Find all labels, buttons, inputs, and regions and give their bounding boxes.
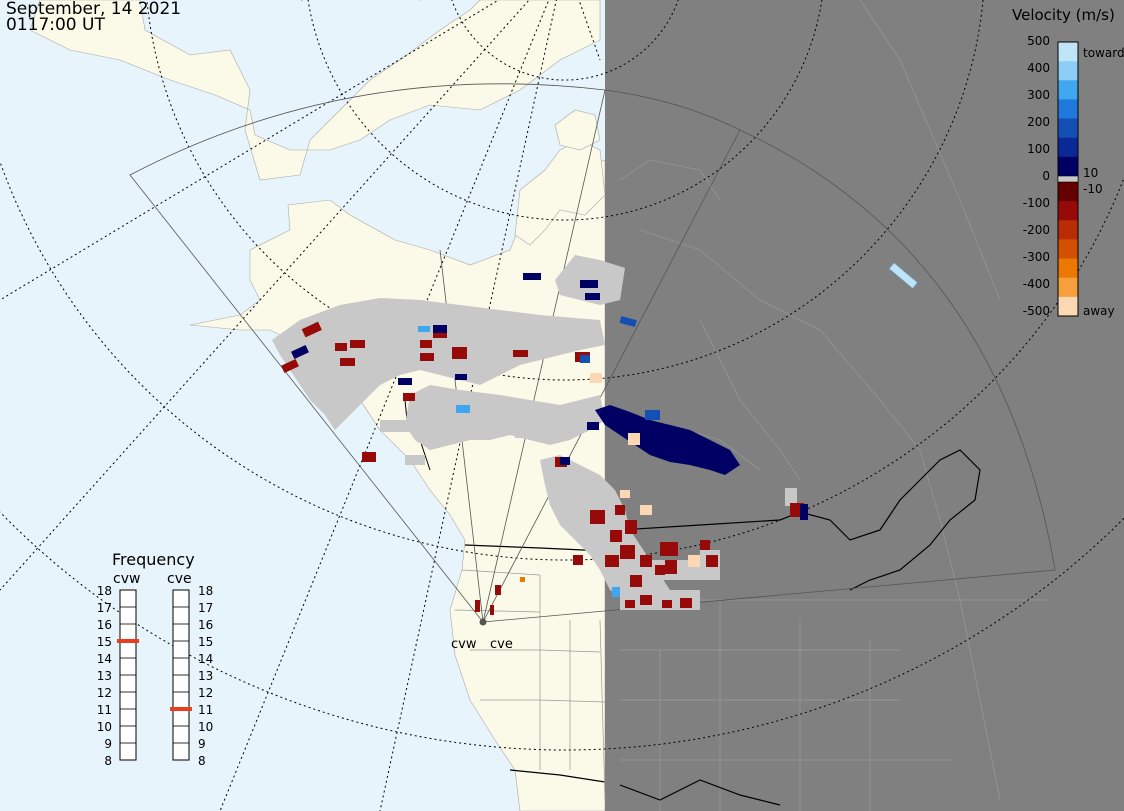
frequency-tick-label: 14 <box>198 652 213 666</box>
pos-threshold-label: 10 <box>1083 166 1098 180</box>
frequency-title: Frequency <box>112 550 195 569</box>
frequency-scales: 18 17 16 15 14 13 12 11 10 9 8 18 17 16 15 14 13 12 11 10 9 8 <box>97 584 214 768</box>
velocity-title: Velocity (m/s) <box>1012 6 1115 24</box>
date-label: September, 14 2021 <box>6 0 182 19</box>
velocity-tick-label: -100 <box>1023 196 1050 210</box>
frequency-tick-label: 18 <box>97 584 112 598</box>
frequency-tick-label: 11 <box>97 703 112 717</box>
frequency-tick-label: 8 <box>104 754 112 768</box>
frequency-tick-label: 15 <box>198 635 213 649</box>
neg-threshold-label: -10 <box>1083 182 1103 196</box>
velocity-tick-label: 0 <box>1042 169 1050 183</box>
ground-scatter <box>272 255 797 610</box>
frequency-tick-label: 14 <box>97 652 112 666</box>
velocity-tick-label: 200 <box>1027 115 1050 129</box>
night-state-borders <box>620 599 1050 811</box>
frequency-tick-label: 15 <box>97 635 112 649</box>
radar-site-label-cve: cve <box>490 637 513 652</box>
frequency-tick-label: 13 <box>198 669 213 683</box>
frequency-panel: Frequency cvw cve 1817161514131211109818… <box>97 550 214 768</box>
land-banks-island <box>554 109 601 151</box>
time-label: 0117:00 UT <box>6 15 105 35</box>
toward-label: toward <box>1083 46 1124 60</box>
frequency-tick-label: 10 <box>198 720 213 734</box>
colorbar-cell <box>1058 42 1078 62</box>
frequency-marker-cve <box>170 707 192 711</box>
velocity-tick-labels: 500 400 300 200 100 0 -100 -200 -300 -400 -500 <box>1023 34 1050 318</box>
frequency-tick-label: 11 <box>198 703 213 717</box>
colorbar-cell <box>1058 137 1078 158</box>
velocity-tick-label: 100 <box>1027 142 1050 156</box>
gulf-coast-night <box>619 779 781 806</box>
radar-site-marker <box>479 618 487 626</box>
land-greenland <box>29 0 601 181</box>
frequency-radar-label-cve: cve <box>167 571 192 587</box>
us-mexico-border <box>509 769 606 783</box>
colorbar-cell <box>1058 201 1078 221</box>
frequency-tick-label: 16 <box>198 618 213 632</box>
velocity-tick-label: 300 <box>1027 88 1050 102</box>
radar-site-label-cvw: cvw <box>451 637 477 652</box>
colorbar-cell <box>1058 277 1078 298</box>
velocity-colorbar: Velocity (m/s) 500 400 300 200 100 0 -100 -200 -… <box>1012 6 1124 318</box>
velocity-tick-label: -500 <box>1023 304 1050 318</box>
frequency-tick-label: 9 <box>198 737 206 751</box>
colorbar-cell <box>1058 118 1078 139</box>
frequency-tick-label: 12 <box>198 686 213 700</box>
velocity-tick-label: -400 <box>1023 277 1050 291</box>
frequency-tick-label: 17 <box>97 601 112 615</box>
frequency-tick-label: 13 <box>97 669 112 683</box>
velocity-tick-label: 400 <box>1027 61 1050 75</box>
frequency-radar-label-cvw: cvw <box>113 571 140 587</box>
frequency-tick-label: 17 <box>198 601 213 615</box>
night-shading <box>605 0 1124 811</box>
colorbar-cell <box>1058 156 1078 177</box>
colorbar-cell <box>1058 239 1078 260</box>
velocity-colorbar-cells <box>1058 42 1078 317</box>
colorbar-cell <box>1058 80 1078 100</box>
velocity-tick-label: 500 <box>1027 34 1050 48</box>
colorbar-cell <box>1058 220 1078 240</box>
frequency-marker-cvw <box>117 639 139 643</box>
away-label: away <box>1083 304 1115 318</box>
timestamp: September, 14 2021 0117:00 UT <box>6 0 182 35</box>
velocity-tick-label: -200 <box>1023 223 1050 237</box>
velocity-tick-label: -300 <box>1023 250 1050 264</box>
frequency-tick-label: 12 <box>97 686 112 700</box>
colorbar-cell <box>1058 182 1078 202</box>
colorbar-cell <box>1058 296 1078 317</box>
frequency-tick-label: 8 <box>198 754 206 768</box>
frequency-tick-label: 10 <box>97 720 112 734</box>
velocity-cells <box>281 262 918 626</box>
frequency-tick-label: 9 <box>104 737 112 751</box>
frequency-tick-label: 16 <box>97 618 112 632</box>
frequency-tick-label: 18 <box>198 584 213 598</box>
colorbar-cell <box>1058 61 1078 81</box>
state-borders-west <box>454 569 606 801</box>
night-coastlines <box>619 0 1001 801</box>
colorbar-cell <box>1058 258 1078 279</box>
colorbar-cell <box>1058 99 1078 120</box>
colorbar-zero-band <box>1057 175 1079 183</box>
